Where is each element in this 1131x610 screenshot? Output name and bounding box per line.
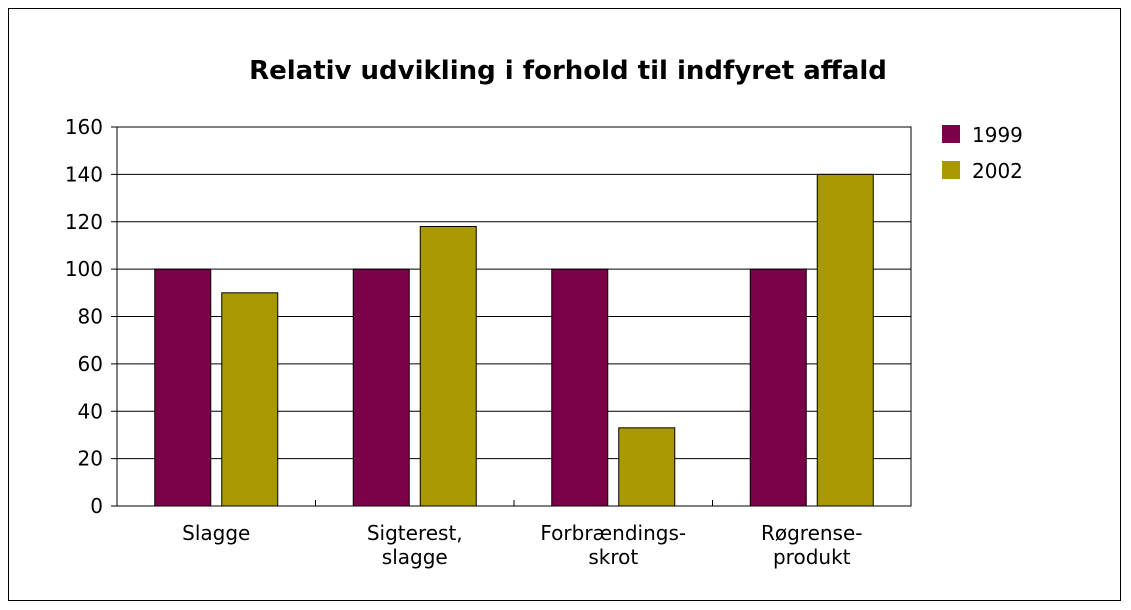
y-tick-label: 0 [90,494,103,518]
bar-2002-1 [419,225,477,507]
y-tick-label: 80 [78,305,103,329]
x-category-label: Slagge [182,521,250,545]
legend-label: 2002 [972,159,1023,183]
legend-swatch-2002 [942,161,960,179]
y-tick-label: 160 [65,115,103,139]
y-tick-label: 140 [65,162,103,186]
x-category-label: Forbrændings- [540,521,686,545]
y-axis-ticks: 0 20 40 60 80 100 120 140 160 [65,115,103,518]
bars [154,173,874,507]
chart-title: Relativ udvikling i forhold til indfyret… [249,56,887,86]
legend-swatch-1999 [942,125,960,143]
x-category-label: produkt [773,545,851,569]
y-tick-label: 40 [78,399,103,423]
legend-label: 1999 [972,123,1023,147]
bar-1999-1 [352,268,410,507]
y-tick-label: 100 [65,257,103,281]
x-category-label: Sigterest, [367,521,463,545]
legend: 1999 2002 [942,123,1023,183]
bar-1999-0 [154,268,212,507]
y-tick-label: 20 [78,447,103,471]
bar-2002-2 [618,427,676,507]
bar-1999-2 [551,268,609,507]
axes [111,126,912,507]
x-category-label: skrot [588,545,638,569]
bar-2002-0 [221,292,279,507]
bar-2002-3 [816,173,874,507]
x-category-label: Røgrense- [761,521,863,545]
bar-1999-3 [749,268,807,507]
y-tick-label: 120 [65,210,103,234]
x-axis-categories: Slagge Sigterest,slagge Forbrændings-skrot… [182,521,862,569]
x-category-label: slagge [382,545,448,569]
y-tick-label: 60 [78,352,103,376]
